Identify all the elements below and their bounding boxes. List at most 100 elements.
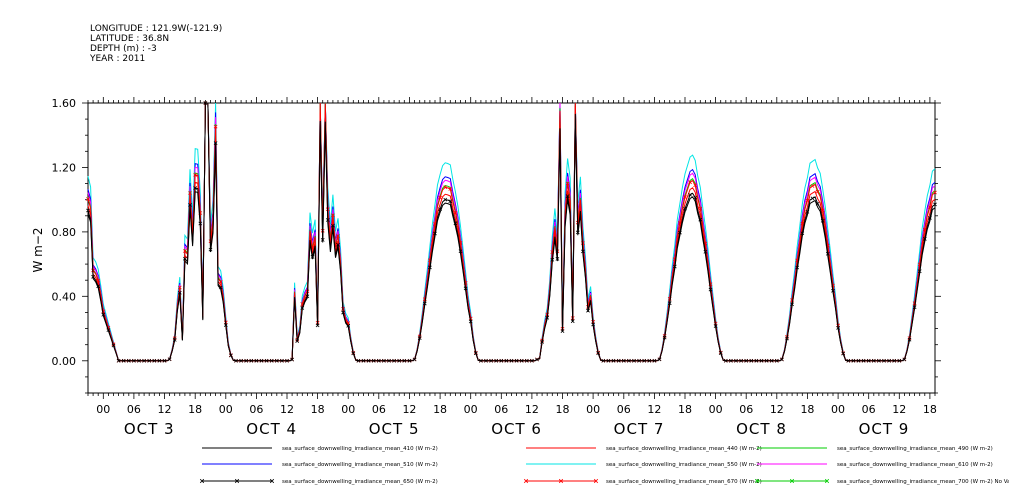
series-marker [815,189,820,194]
series-marker [280,358,284,363]
series-marker [856,358,861,363]
series-marker [193,186,198,190]
legend-marker [234,478,240,484]
series-marker [606,358,611,363]
series-marker [871,358,876,363]
series-marker [555,257,560,261]
series-marker [208,247,213,252]
series-marker [177,290,182,295]
series-marker [846,358,851,363]
series-marker [810,196,815,201]
series-marker [581,249,585,254]
series-marker [448,199,453,204]
series-marker [514,358,519,363]
series-marker [101,312,106,317]
y-tick-label: 0.00 [52,355,77,368]
series-marker [805,198,810,203]
series-marker [739,358,743,363]
series-marker [264,358,269,363]
series-marker [907,337,912,342]
series-marker [678,221,682,225]
series-marker [805,209,810,214]
series-marker [688,192,692,197]
series-marker [749,358,754,363]
series-marker [86,197,90,201]
series-marker [234,358,238,363]
x-tick-label: 06 [617,403,631,416]
series-marker [861,358,866,363]
series-marker [438,207,442,211]
series-marker [152,358,157,363]
legend-marker [558,478,564,484]
series-marker [866,358,871,363]
x-day-label: OCT 8 [736,420,787,438]
x-day-label: OCT 6 [491,420,542,438]
series-line-7 [87,102,936,362]
series-marker [815,201,820,206]
series-marker [177,285,182,290]
series-marker [366,358,371,363]
series-marker [218,280,223,284]
series-marker [259,358,264,363]
series-marker [473,351,478,356]
x-tick-label: 06 [249,403,263,416]
series-marker [647,358,652,363]
series-marker [912,305,917,310]
legend-label: sea_surface_downwelling_irradiance_mean_… [606,479,762,485]
meta-longitude: LONGITUDE : 121.9W(-121.9) [90,24,222,34]
series-marker [438,195,442,200]
x-tick-label: 06 [372,403,386,416]
y-tick-label: 0.80 [52,226,77,239]
series-marker [188,203,192,207]
series-marker [785,336,789,341]
series-marker [769,358,774,363]
series-marker [96,284,101,289]
series-marker [545,315,550,320]
x-tick-label: 12 [770,403,784,416]
series-marker [310,255,315,259]
series-marker [147,358,152,363]
series-marker [203,101,208,105]
series-marker [504,358,509,363]
series-marker [540,340,544,344]
series-marker [315,323,320,328]
series-marker [249,358,254,363]
series-marker [892,358,897,363]
x-tick-label: 18 [678,403,692,416]
series-marker [193,173,198,177]
series-marker [897,358,902,363]
series-marker [157,358,162,363]
legend-marker [754,478,760,484]
series-marker [774,358,779,363]
series-marker [565,194,570,198]
series-marker [428,265,432,270]
x-tick-label: 18 [556,403,570,416]
series-marker [667,301,672,306]
series-marker [560,329,565,333]
x-tick-label: 00 [341,403,355,416]
series-marker [524,358,529,363]
series-marker [570,319,575,324]
series-marker [933,202,937,207]
series-marker [509,358,514,363]
series-marker [213,124,218,129]
legend-label: sea_surface_downwelling_irradiance_mean_… [837,446,993,452]
series-marker [575,230,580,235]
series-marker [851,358,856,363]
series-marker [218,285,223,290]
series-marker [453,211,458,215]
series-marker [137,358,141,363]
series-marker [295,339,300,343]
series-marker [448,187,453,191]
legend-label: sea_surface_downwelling_irradiance_mean_… [837,462,993,468]
series-marker [887,358,891,363]
x-tick-label: 00 [709,403,723,416]
series-marker [800,231,805,236]
series-marker [683,195,687,199]
x-tick-label: 06 [739,403,753,416]
x-tick-label: 00 [586,403,600,416]
series-marker [167,357,172,362]
series-marker [718,351,723,355]
series-marker [254,358,259,363]
series-marker [586,308,590,313]
